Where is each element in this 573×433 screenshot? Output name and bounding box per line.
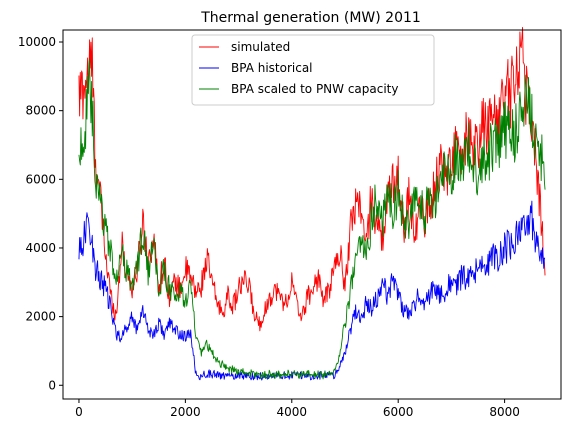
x-tick-label-4: 8000 [489, 405, 520, 419]
series-layer [78, 26, 546, 381]
axes-frame [62, 29, 562, 400]
x-tick-label-2: 4000 [277, 405, 308, 419]
y-tick-label-0: 0 [48, 378, 56, 392]
x-axis: 0 2000 4000 6000 8000 [75, 399, 520, 419]
legend-label-3: BPA scaled to PNW capacity [231, 82, 399, 96]
x-tick-label-3: 6000 [383, 405, 414, 419]
legend-box [191, 34, 435, 106]
series-line-1 [78, 26, 546, 332]
y-tick-label-5: 10000 [18, 35, 56, 49]
y-tick-label-1: 2000 [25, 310, 56, 324]
y-tick-label-2: 4000 [25, 241, 56, 255]
chart-title: Thermal generation (MW) 2011 [200, 10, 421, 26]
x-tick-label-0: 0 [75, 405, 83, 419]
legend-label-2: BPA historical [231, 61, 313, 75]
legend-label-1: simulated [231, 40, 290, 54]
y-tick-label-4: 8000 [25, 104, 56, 118]
legend: simulated BPA historical BPA scaled to PNW… [191, 34, 435, 106]
series-line-3 [78, 58, 546, 380]
y-axis: 0 2000 4000 6000 8000 10000 [18, 35, 63, 392]
plot-area: 0 2000 4000 6000 8000 0 2000 4000 6000 8000 10000 [18, 26, 562, 419]
y-tick-label-3: 6000 [25, 172, 56, 186]
x-tick-label-1: 2000 [170, 405, 201, 419]
